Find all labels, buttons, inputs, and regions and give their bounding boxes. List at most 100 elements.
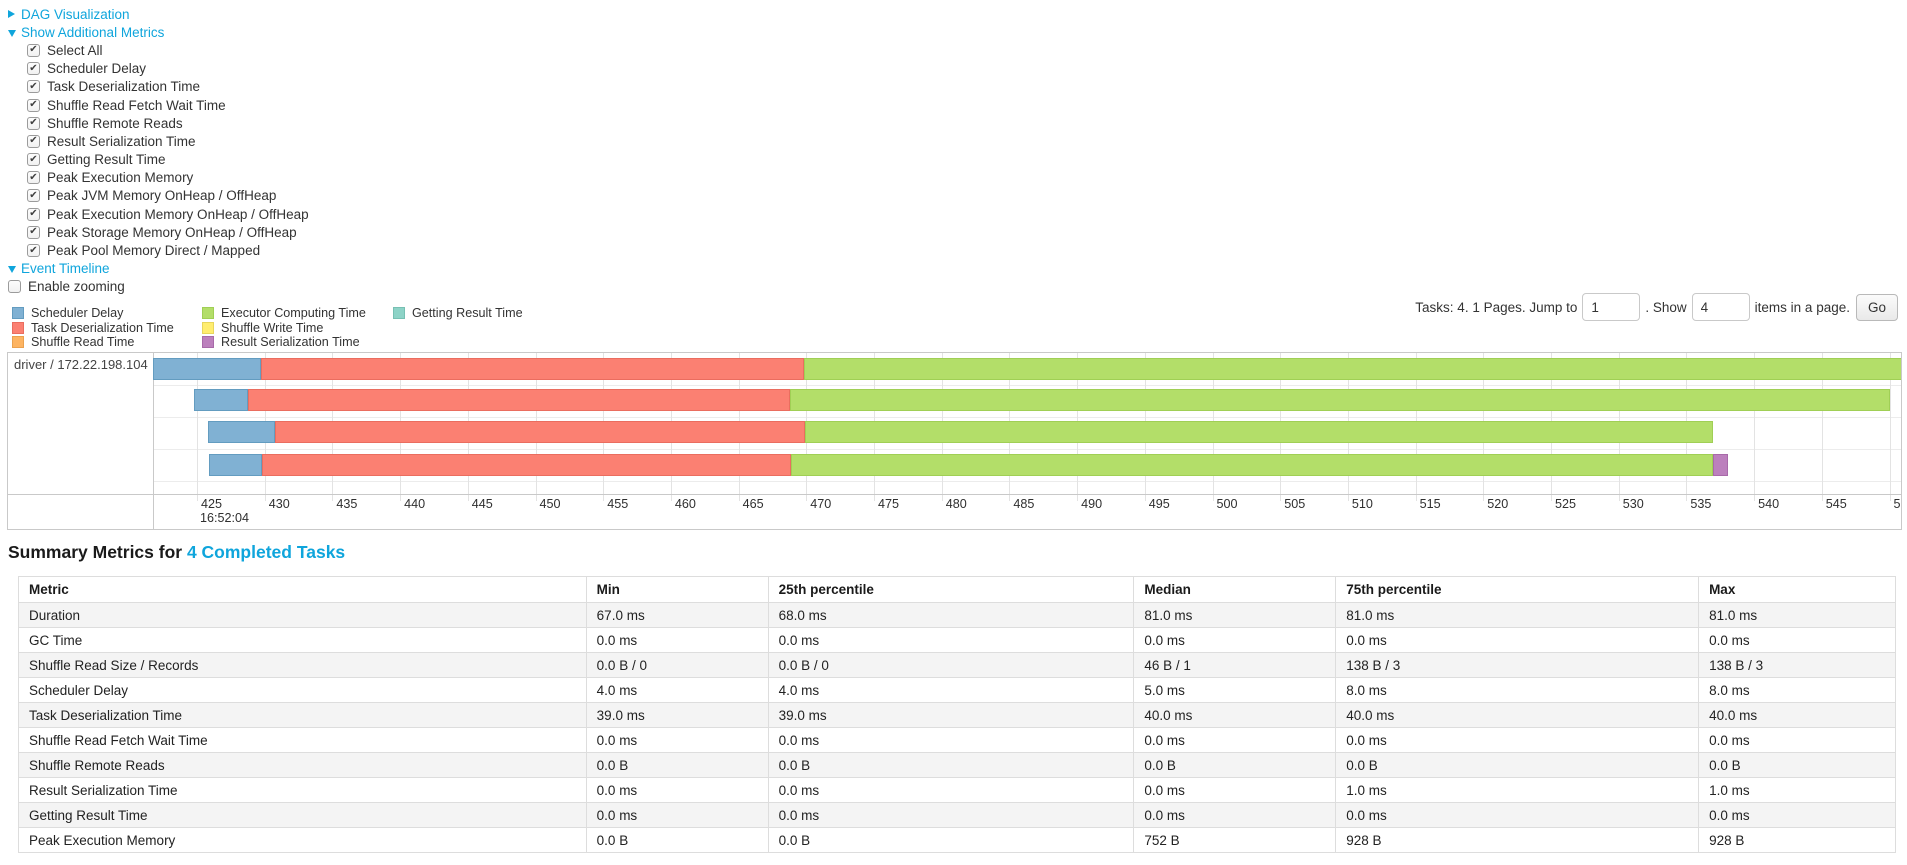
show-additional-metrics-toggle[interactable]: Show Additional Metrics <box>8 23 309 41</box>
metric-checkbox-item[interactable]: Peak Execution Memory <box>8 169 309 187</box>
metric-checkbox-item[interactable]: Shuffle Remote Reads <box>8 114 309 132</box>
event-timeline-label[interactable]: Event Timeline <box>21 261 110 277</box>
metric-value-cell: 752 B <box>1133 827 1337 853</box>
timeline-row-gridline <box>154 480 1901 482</box>
legend-item: Shuffle Read Time <box>12 335 174 350</box>
checkbox-checked-icon[interactable] <box>27 80 40 94</box>
summary-table-row: Peak Execution Memory 0.0 B 0.0 B 752 B 928 … <box>18 827 1896 853</box>
metric-name-cell: Result Serialization Time <box>18 777 587 803</box>
chevron-down-icon <box>8 29 16 37</box>
metric-checkbox-item[interactable]: Scheduler Delay <box>8 60 309 78</box>
metric-name-cell: Getting Result Time <box>18 802 587 828</box>
checkbox-checked-icon[interactable] <box>27 225 40 239</box>
metric-checkbox-item[interactable]: Peak Execution Memory OnHeap / OffHeap <box>8 205 309 223</box>
metric-value-cell: 0.0 ms <box>1133 777 1337 803</box>
metric-value-cell: 68.0 ms <box>767 602 1135 628</box>
task-3-executor-computing-segment[interactable] <box>805 421 1713 443</box>
metric-value-cell: 0.0 B <box>767 752 1135 778</box>
timeline-gridline <box>197 353 198 501</box>
metric-checkbox-item[interactable]: Peak Storage Memory OnHeap / OffHeap <box>8 223 309 241</box>
task-3-task-deserialization-segment[interactable] <box>275 421 805 443</box>
axis-tick-label: 550 <box>1893 497 1902 511</box>
timeline-row-gridline <box>154 384 1901 386</box>
summary-table-row: Duration 67.0 ms 68.0 ms 81.0 ms 81.0 ms 81.0… <box>18 602 1896 628</box>
summary-table-row: Result Serialization Time 0.0 ms 0.0 ms 0.0… <box>18 777 1896 803</box>
shuffle-read-swatch-icon <box>12 336 24 349</box>
completed-tasks-link[interactable]: 4 Completed Tasks <box>186 542 346 562</box>
metric-value-cell: 81.0 ms <box>1698 602 1896 628</box>
shuffle-write-swatch-icon <box>202 321 214 334</box>
go-button[interactable]: Go <box>1855 293 1898 321</box>
legend-label: Result Serialization Time <box>221 335 360 350</box>
task-4-scheduler-delay-segment[interactable] <box>208 454 262 476</box>
task-3-scheduler-delay-segment[interactable] <box>208 421 275 443</box>
checkbox-checked-icon[interactable] <box>27 134 40 148</box>
task-2-task-deserialization-segment[interactable] <box>248 389 791 411</box>
task-1-task-deserialization-segment[interactable] <box>261 358 804 380</box>
metric-checkbox-item[interactable]: Peak Pool Memory Direct / Mapped <box>8 241 309 259</box>
checkbox-checked-icon[interactable] <box>27 116 40 130</box>
metric-name-cell: Shuffle Read Fetch Wait Time <box>18 727 587 753</box>
summary-table-row: Getting Result Time 0.0 ms 0.0 ms 0.0 ms 0.0… <box>18 802 1896 828</box>
checkbox-checked-icon[interactable] <box>27 43 40 57</box>
axis-tick-label: 430 <box>268 497 290 511</box>
task-1-scheduler-delay-segment[interactable] <box>153 358 261 380</box>
metric-value-cell: 0.0 ms <box>767 727 1135 753</box>
metric-checkbox-item[interactable]: Peak JVM Memory OnHeap / OffHeap <box>8 187 309 205</box>
pagination-info: Tasks: 4. 1 Pages. Jump to <box>1415 299 1578 315</box>
metric-value-cell: 0.0 ms <box>1335 727 1700 753</box>
show-additional-metrics-label[interactable]: Show Additional Metrics <box>21 24 165 40</box>
axis-tick-label: 485 <box>1013 497 1035 511</box>
metric-checkbox-label: Peak Storage Memory OnHeap / OffHeap <box>47 224 297 240</box>
metric-value-cell: 67.0 ms <box>585 602 769 628</box>
axis-tick-label: 500 <box>1216 497 1238 511</box>
summary-table-row: Shuffle Read Fetch Wait Time 0.0 ms 0.0 ms… <box>18 727 1896 753</box>
checkbox-checked-icon[interactable] <box>27 189 40 203</box>
task-4-executor-computing-segment[interactable] <box>791 454 1713 476</box>
task-1-executor-computing-segment[interactable] <box>804 358 1901 380</box>
metric-checkbox-item[interactable]: Task Deserialization Time <box>8 78 309 96</box>
metric-value-cell: 0.0 ms <box>585 727 769 753</box>
metric-checkbox-label: Scheduler Delay <box>47 61 147 77</box>
metric-value-cell: 0.0 B <box>585 827 769 853</box>
dag-visualization-toggle[interactable]: DAG Visualization <box>8 5 309 23</box>
metric-checkbox-item[interactable]: Getting Result Time <box>8 151 309 169</box>
items-per-page-input[interactable] <box>1691 293 1750 321</box>
metric-checkbox-item[interactable]: Select All <box>8 41 309 59</box>
axis-tick-label: 475 <box>878 497 900 511</box>
legend-label: Shuffle Read Time <box>31 335 135 350</box>
summary-table-row: Scheduler Delay 4.0 ms 4.0 ms 5.0 ms 8.0 ms 8… <box>18 677 1896 703</box>
summary-table-body: Duration 67.0 ms 68.0 ms 81.0 ms 81.0 ms 81.0… <box>18 602 1896 853</box>
enable-zooming-checkbox[interactable] <box>8 280 21 294</box>
summary-table-header-row: Metric Min 25th percentile Median 75th perce… <box>18 576 1896 603</box>
enable-zooming-row[interactable]: Enable zooming <box>8 278 309 296</box>
legend-item: Scheduler Delay <box>12 306 174 321</box>
summary-table-row: GC Time 0.0 ms 0.0 ms 0.0 ms 0.0 ms 0.0 ms <box>18 627 1896 653</box>
jump-to-page-input[interactable] <box>1582 293 1641 321</box>
metric-checkbox-label: Result Serialization Time <box>47 133 196 149</box>
summary-table-row: Shuffle Read Size / Records 0.0 B / 0 0.0 … <box>18 652 1896 678</box>
task-4-result-serialization-segment[interactable] <box>1712 454 1728 476</box>
checkbox-checked-icon[interactable] <box>27 62 40 76</box>
metric-value-cell: 0.0 ms <box>585 802 769 828</box>
metric-checkbox-list: Select All Scheduler Delay Task Deserializ… <box>8 41 309 259</box>
metric-checkbox-label: Peak JVM Memory OnHeap / OffHeap <box>47 188 277 204</box>
task-4-task-deserialization-segment[interactable] <box>262 454 791 476</box>
event-timeline-chart[interactable]: 425 430 435 440 445 450 455 460 465 470 475 480 485 4… <box>7 352 1902 530</box>
checkbox-checked-icon[interactable] <box>27 244 40 258</box>
axis-tick-label: 460 <box>674 497 696 511</box>
task-2-scheduler-delay-segment[interactable] <box>194 389 248 411</box>
checkbox-checked-icon[interactable] <box>27 98 40 112</box>
checkbox-checked-icon[interactable] <box>27 171 40 185</box>
metric-checkbox-item[interactable]: Result Serialization Time <box>8 132 309 150</box>
dag-visualization-label[interactable]: DAG Visualization <box>21 6 130 22</box>
task-2-executor-computing-segment[interactable] <box>790 389 1890 411</box>
metric-checkbox-item[interactable]: Shuffle Read Fetch Wait Time <box>8 96 309 114</box>
metric-value-cell: 0.0 B <box>1698 752 1896 778</box>
metric-value-cell: 40.0 ms <box>1133 702 1337 728</box>
event-timeline-toggle[interactable]: Event Timeline <box>8 260 309 278</box>
checkbox-checked-icon[interactable] <box>27 207 40 221</box>
checkbox-checked-icon[interactable] <box>27 153 40 167</box>
legend-item: Shuffle Write Time <box>202 321 366 336</box>
summary-table-row: Shuffle Remote Reads 0.0 B 0.0 B 0.0 B 0.0 B… <box>18 752 1896 778</box>
